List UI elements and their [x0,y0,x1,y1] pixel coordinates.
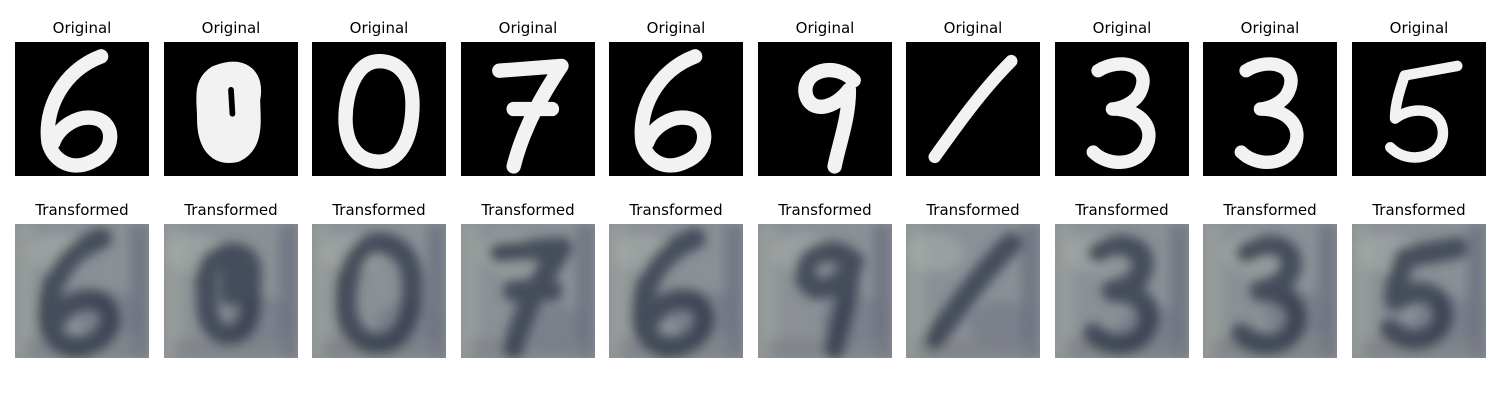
original-image-2 [164,42,298,176]
transformed-image-3 [312,224,446,358]
original-title-7: Original [943,19,1003,37]
original-title-8: Original [1092,19,1152,37]
transformed-title-1: Transformed [35,201,129,219]
transformed-title-3: Transformed [332,201,426,219]
transformed-image-1 [15,224,149,358]
transformed-image-10 [1352,224,1486,358]
original-image-4 [461,42,595,176]
transformed-image-4 [461,224,595,358]
transformed-image-9 [1203,224,1337,358]
transformed-title-9: Transformed [1223,201,1317,219]
original-image-10 [1352,42,1486,176]
original-title-6: Original [795,19,855,37]
original-image-8 [1055,42,1189,176]
original-title-1: Original [52,19,112,37]
transformed-title-2: Transformed [184,201,278,219]
transformed-title-4: Transformed [481,201,575,219]
original-image-9 [1203,42,1337,176]
transformed-title-10: Transformed [1372,201,1466,219]
transformed-image-2 [164,224,298,358]
transformed-title-5: Transformed [629,201,723,219]
transformed-image-5 [609,224,743,358]
original-title-9: Original [1240,19,1300,37]
transformed-title-8: Transformed [1075,201,1169,219]
transformed-image-6 [758,224,892,358]
transformed-image-7 [906,224,1040,358]
original-image-6 [758,42,892,176]
original-image-7 [906,42,1040,176]
transformed-image-8 [1055,224,1189,358]
original-image-1 [15,42,149,176]
original-title-3: Original [349,19,409,37]
transformed-title-7: Transformed [926,201,1020,219]
original-title-4: Original [498,19,558,37]
original-title-10: Original [1389,19,1449,37]
original-title-5: Original [646,19,706,37]
transformed-title-6: Transformed [778,201,872,219]
original-title-2: Original [201,19,261,37]
original-image-3 [312,42,446,176]
original-image-5 [609,42,743,176]
